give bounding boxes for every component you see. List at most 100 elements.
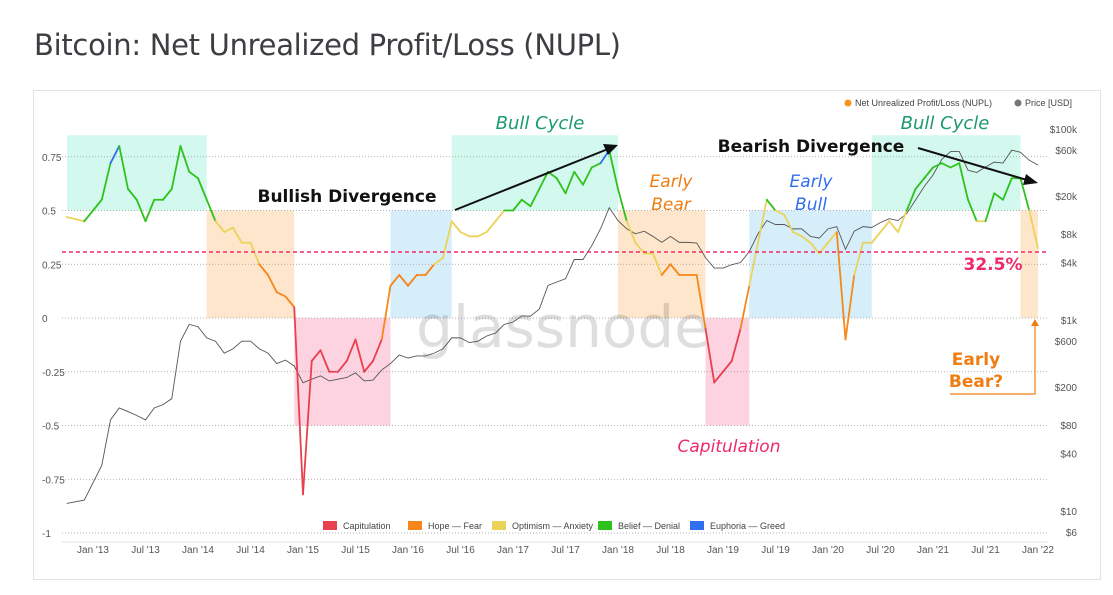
nupl-segment bbox=[144, 198, 156, 223]
y-right-tick: $80 bbox=[1060, 421, 1077, 432]
nupl-segment bbox=[310, 349, 322, 362]
nupl-segment bbox=[65, 216, 86, 223]
nupl-segment bbox=[800, 235, 812, 244]
y-left-tick: 0.5 bbox=[42, 207, 56, 218]
y-right-tick: $20k bbox=[1055, 192, 1078, 203]
nupl-segment bbox=[792, 231, 803, 238]
nupl-segment bbox=[232, 226, 243, 244]
nupl-segment bbox=[398, 274, 409, 287]
legend-swatch bbox=[408, 521, 422, 530]
nupl-segment bbox=[450, 220, 462, 233]
nupl-segment bbox=[485, 220, 497, 233]
annotation-early-bear: Early bbox=[650, 172, 694, 192]
gridlines bbox=[62, 156, 1048, 543]
nupl-segment bbox=[564, 170, 576, 195]
nupl-segment bbox=[442, 220, 453, 259]
nupl-segment bbox=[993, 192, 1004, 201]
nupl-segment bbox=[135, 198, 147, 223]
nupl-segment bbox=[669, 263, 681, 276]
legend-marker bbox=[1014, 99, 1022, 107]
legend-label[interactable]: Euphoria — Greed bbox=[710, 521, 785, 531]
x-tick: Jul '20 bbox=[866, 545, 895, 556]
y-left-tick: -0.75 bbox=[42, 475, 65, 486]
legend-swatch bbox=[323, 521, 337, 530]
nupl-segment bbox=[354, 338, 366, 373]
phase-band bbox=[871, 135, 1021, 211]
nupl-segment bbox=[83, 198, 103, 223]
x-tick: Jul '14 bbox=[236, 545, 265, 556]
legend-label[interactable]: Net Unrealized Profit/Loss (NUPL) bbox=[855, 98, 992, 108]
nupl-segment bbox=[1028, 209, 1039, 250]
legend-label[interactable]: Belief — Denial bbox=[618, 521, 680, 531]
nupl-segment bbox=[459, 231, 471, 238]
bullish-divergence-arrow bbox=[454, 148, 609, 211]
nupl-segment bbox=[573, 170, 584, 186]
y-left-tick: 0 bbox=[42, 314, 48, 325]
nupl-segment bbox=[293, 306, 304, 496]
legend-label[interactable]: Hope — Fear bbox=[428, 521, 482, 531]
arrow-head bbox=[603, 144, 618, 155]
nupl-segment bbox=[704, 327, 716, 384]
nupl-segment bbox=[1019, 177, 1031, 212]
y-left-tick: -0.5 bbox=[42, 422, 60, 433]
nupl-segment bbox=[555, 177, 567, 195]
y-right-tick: $40 bbox=[1060, 450, 1077, 461]
nupl-segment bbox=[660, 263, 672, 276]
arrow-head bbox=[1031, 319, 1039, 326]
nupl-segment bbox=[809, 241, 821, 255]
legend-label[interactable]: Price [USD] bbox=[1025, 98, 1072, 108]
nupl-segment bbox=[170, 145, 182, 190]
x-tick: Jan '22 bbox=[1022, 545, 1054, 556]
annotations: Bull Cycle Bull Cycle Bullish Divergence… bbox=[257, 113, 1039, 457]
right-axis: $100k $60k $20k $8k $4k $1k $600 $200 $80 $40 $10 $… bbox=[1050, 125, 1078, 539]
nupl-segment bbox=[162, 188, 173, 201]
nupl-segment bbox=[258, 263, 269, 276]
nupl-segment bbox=[652, 252, 663, 276]
annotation-early-bear: Bear bbox=[651, 195, 692, 215]
nupl-segment bbox=[223, 226, 234, 233]
nupl-segment bbox=[249, 241, 261, 266]
nupl-segment bbox=[914, 177, 926, 190]
nupl-segment bbox=[520, 198, 532, 208]
nupl-segment bbox=[774, 209, 786, 216]
nupl-segment bbox=[730, 327, 742, 362]
nupl-segment bbox=[275, 291, 287, 298]
nupl-segment bbox=[407, 274, 418, 287]
nupl-segment bbox=[783, 213, 794, 233]
price-line bbox=[66, 149, 1039, 504]
nupl-segment bbox=[127, 188, 138, 201]
nupl-segment bbox=[739, 284, 751, 330]
nupl-segment bbox=[905, 188, 917, 212]
nupl-segment bbox=[897, 209, 908, 233]
y-right-tick: $4k bbox=[1061, 259, 1078, 270]
nupl-segment bbox=[267, 274, 278, 294]
legend-label[interactable]: Capitulation bbox=[343, 521, 391, 531]
legend-swatch bbox=[492, 521, 506, 530]
legend-label[interactable]: Optimism — Anxiety bbox=[512, 521, 594, 531]
y-left-tick: -0.25 bbox=[42, 368, 65, 379]
nupl-segment bbox=[835, 231, 847, 341]
nupl-segment bbox=[380, 284, 392, 341]
nupl-segment bbox=[389, 274, 401, 287]
phase-band bbox=[67, 135, 207, 211]
y-right-tick: $1k bbox=[1061, 316, 1078, 327]
legend-swatch bbox=[690, 521, 704, 530]
nupl-segment bbox=[853, 241, 864, 276]
phase-bands bbox=[67, 135, 1038, 426]
nupl-segment bbox=[713, 370, 724, 384]
annotation-bull-cycle: Bull Cycle bbox=[496, 113, 585, 134]
nupl-segment bbox=[538, 170, 549, 190]
nupl-segment bbox=[337, 360, 348, 373]
x-tick: Jan '17 bbox=[497, 545, 529, 556]
nupl-segment bbox=[722, 360, 733, 373]
legend-bottom: Capitulation Hope — Fear Optimism — Anxiet… bbox=[323, 521, 785, 531]
annotation-capitulation: Capitulation bbox=[678, 437, 781, 457]
nupl-segment bbox=[608, 149, 619, 190]
nupl-segment bbox=[109, 145, 121, 165]
early-bear-bracket bbox=[950, 324, 1036, 395]
nupl-segment bbox=[1002, 177, 1013, 201]
nupl-segment bbox=[363, 360, 374, 373]
x-tick: Jan '18 bbox=[602, 545, 634, 556]
nupl-segment bbox=[319, 349, 331, 373]
